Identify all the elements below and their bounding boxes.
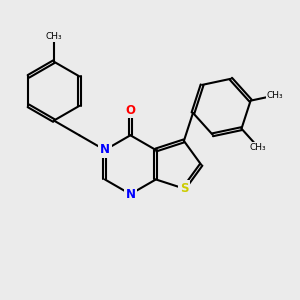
Text: N: N xyxy=(100,143,110,157)
Text: CH₃: CH₃ xyxy=(267,91,284,100)
Text: CH₃: CH₃ xyxy=(46,32,62,41)
Text: O: O xyxy=(125,104,135,117)
Text: N: N xyxy=(125,188,135,201)
Text: S: S xyxy=(180,182,188,195)
Text: CH₃: CH₃ xyxy=(250,143,267,152)
